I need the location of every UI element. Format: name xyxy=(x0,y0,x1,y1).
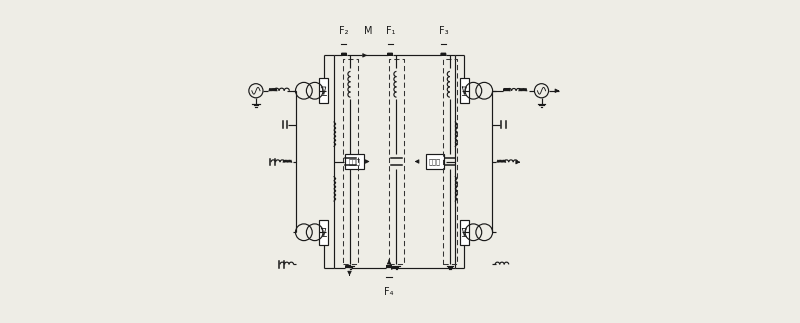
Bar xyxy=(319,220,328,245)
Text: 接地极: 接地极 xyxy=(348,158,360,165)
Text: F₁: F₁ xyxy=(386,26,395,36)
Bar xyxy=(319,78,328,103)
Bar xyxy=(460,220,469,245)
Bar xyxy=(426,154,444,169)
Bar xyxy=(460,78,469,103)
Text: 接地极: 接地极 xyxy=(429,158,441,165)
Text: F₄: F₄ xyxy=(384,287,394,297)
Text: F₂: F₂ xyxy=(339,26,349,36)
Bar xyxy=(345,154,364,169)
Text: F₃: F₃ xyxy=(439,26,449,36)
Text: M: M xyxy=(363,26,372,36)
